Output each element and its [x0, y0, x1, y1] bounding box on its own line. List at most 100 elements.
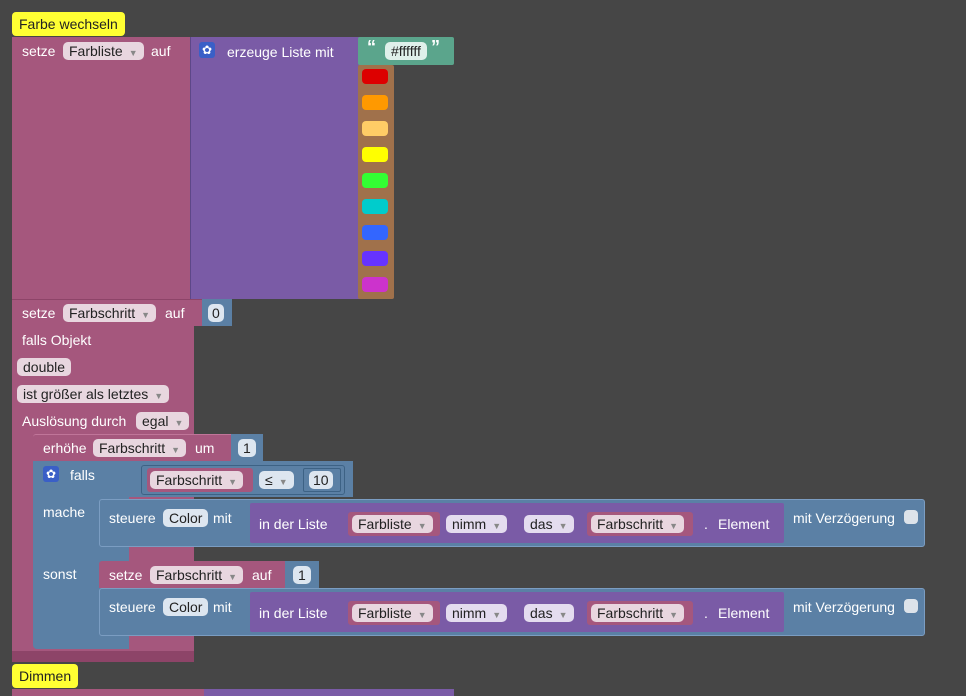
variable-name: Farbschritt — [597, 605, 664, 621]
element-label: Element — [718, 516, 770, 532]
delay-checkbox[interactable] — [904, 510, 918, 524]
steuere-label: steuere — [109, 599, 156, 615]
color-swatch[interactable] — [362, 121, 388, 136]
number-field-1[interactable]: 1 — [238, 439, 256, 457]
mit-label: mit — [213, 510, 232, 526]
variable-name: Farbschritt — [597, 516, 664, 532]
text-field-ffffff[interactable]: #ffffff — [385, 42, 427, 60]
number-field-1[interactable]: 1 — [293, 566, 311, 584]
nimm-dropdown[interactable]: nimm ▼ — [446, 515, 508, 533]
mode-value: nimm — [452, 605, 487, 621]
object-id-field[interactable]: double — [17, 358, 72, 376]
next-set-block[interactable] — [12, 689, 204, 696]
color-swatch[interactable] — [362, 69, 388, 84]
color-swatch[interactable] — [362, 147, 388, 162]
variable-name: Farbschritt — [156, 567, 223, 583]
chevron-down-icon: ▼ — [558, 610, 568, 620]
color-swatch[interactable] — [362, 199, 388, 214]
create-list-label: erzeuge Liste mit — [227, 44, 334, 60]
variable-dropdown-farbschritt[interactable]: Farbschritt ▼ — [591, 515, 685, 533]
setze-label: setze — [22, 305, 56, 321]
ausloesung-value: egal — [142, 413, 169, 429]
color-swatch[interactable] — [362, 251, 388, 266]
dot-label: . — [704, 605, 708, 621]
variable-dropdown-farbliste[interactable]: Farbliste ▼ — [352, 604, 433, 622]
color-swatch[interactable] — [362, 95, 388, 110]
chevron-down-icon: ▼ — [669, 521, 679, 531]
auf-label: auf — [165, 305, 185, 321]
chevron-down-icon: ▼ — [492, 610, 502, 620]
set-farbliste-block[interactable] — [12, 37, 190, 299]
chevron-down-icon: ▼ — [492, 521, 502, 531]
delay-checkbox[interactable] — [904, 599, 918, 613]
chevron-down-icon: ▼ — [154, 391, 164, 401]
das-dropdown[interactable]: das ▼ — [524, 515, 574, 533]
variable-name: Farbschritt — [156, 472, 223, 488]
variable-dropdown-farbliste[interactable]: Farbliste ▼ — [352, 515, 433, 533]
chevron-down-icon: ▼ — [278, 477, 288, 487]
comment-farbe-wechseln[interactable]: Farbe wechseln — [12, 12, 125, 36]
gear-icon[interactable]: ✿ — [43, 466, 59, 482]
create-list-block[interactable] — [190, 37, 360, 299]
um-label: um — [195, 440, 215, 456]
operator-dropdown[interactable]: ≤ ▼ — [259, 471, 294, 489]
trigger-block-bottom — [12, 651, 194, 662]
color-swatch[interactable] — [362, 173, 388, 188]
falls-label: falls — [70, 467, 95, 483]
mit-label: mit — [213, 599, 232, 615]
list-get-block[interactable] — [250, 503, 784, 543]
comment-dimmen[interactable]: Dimmen — [12, 664, 79, 688]
variable-dropdown-farbschritt[interactable]: Farbschritt ▼ — [93, 439, 187, 457]
chevron-down-icon: ▼ — [558, 521, 568, 531]
falls-objekt-label: falls Objekt — [22, 332, 92, 348]
auf-label: auf — [252, 567, 272, 583]
target-field[interactable]: Color — [163, 509, 209, 527]
variable-name: Farbliste — [358, 516, 412, 532]
where-value: das — [530, 516, 553, 532]
variable-dropdown-farbschritt[interactable]: Farbschritt ▼ — [150, 566, 244, 584]
chevron-down-icon: ▼ — [228, 477, 238, 487]
in-der-liste-label: in der Liste — [259, 605, 328, 621]
nimm-dropdown[interactable]: nimm ▼ — [446, 604, 508, 622]
gear-icon[interactable]: ✿ — [199, 42, 215, 58]
dot-label: . — [704, 516, 708, 532]
where-value: das — [530, 605, 553, 621]
number-field-10[interactable]: 10 — [309, 471, 333, 489]
mode-value: nimm — [452, 516, 487, 532]
chevron-down-icon: ▼ — [174, 418, 184, 428]
auf-label: auf — [151, 43, 171, 59]
color-swatch[interactable] — [362, 225, 388, 240]
quote-open-icon: “ — [367, 37, 376, 57]
list-get-block[interactable] — [250, 592, 784, 632]
condition-dropdown[interactable]: ist größer als letztes ▼ — [17, 385, 170, 403]
chevron-down-icon: ▼ — [128, 48, 138, 58]
quote-close-icon: ” — [431, 37, 440, 57]
erhoehe-label: erhöhe — [43, 440, 87, 456]
steuere-label: steuere — [109, 510, 156, 526]
setze-label: setze — [109, 567, 143, 583]
variable-name: Farbschritt — [99, 440, 166, 456]
variable-name: Farbliste — [358, 605, 412, 621]
variable-dropdown-farbliste[interactable]: Farbliste ▼ — [63, 42, 144, 60]
chevron-down-icon: ▼ — [417, 610, 427, 620]
number-field-0[interactable]: 0 — [208, 304, 224, 322]
chevron-down-icon: ▼ — [417, 521, 427, 531]
color-swatch[interactable] — [362, 277, 388, 292]
variable-dropdown-farbschritt[interactable]: Farbschritt ▼ — [150, 471, 244, 489]
mache-label: mache — [43, 504, 86, 520]
target-field[interactable]: Color — [163, 598, 209, 616]
mit-verzoegerung-label: mit Verzögerung — [793, 599, 895, 615]
das-dropdown[interactable]: das ▼ — [524, 604, 574, 622]
chevron-down-icon: ▼ — [669, 610, 679, 620]
sonst-label: sonst — [43, 566, 77, 582]
variable-dropdown-farbschritt[interactable]: Farbschritt ▼ — [63, 304, 157, 322]
next-create-list-block[interactable] — [204, 689, 454, 696]
chevron-down-icon: ▼ — [228, 572, 238, 582]
ausloesung-dropdown[interactable]: egal ▼ — [136, 412, 190, 430]
in-der-liste-label: in der Liste — [259, 516, 328, 532]
mit-verzoegerung-label: mit Verzögerung — [793, 510, 895, 526]
variable-dropdown-farbschritt[interactable]: Farbschritt ▼ — [591, 604, 685, 622]
chevron-down-icon: ▼ — [171, 445, 181, 455]
condition-value: ist größer als letztes — [23, 386, 149, 402]
operator-value: ≤ — [265, 472, 273, 488]
